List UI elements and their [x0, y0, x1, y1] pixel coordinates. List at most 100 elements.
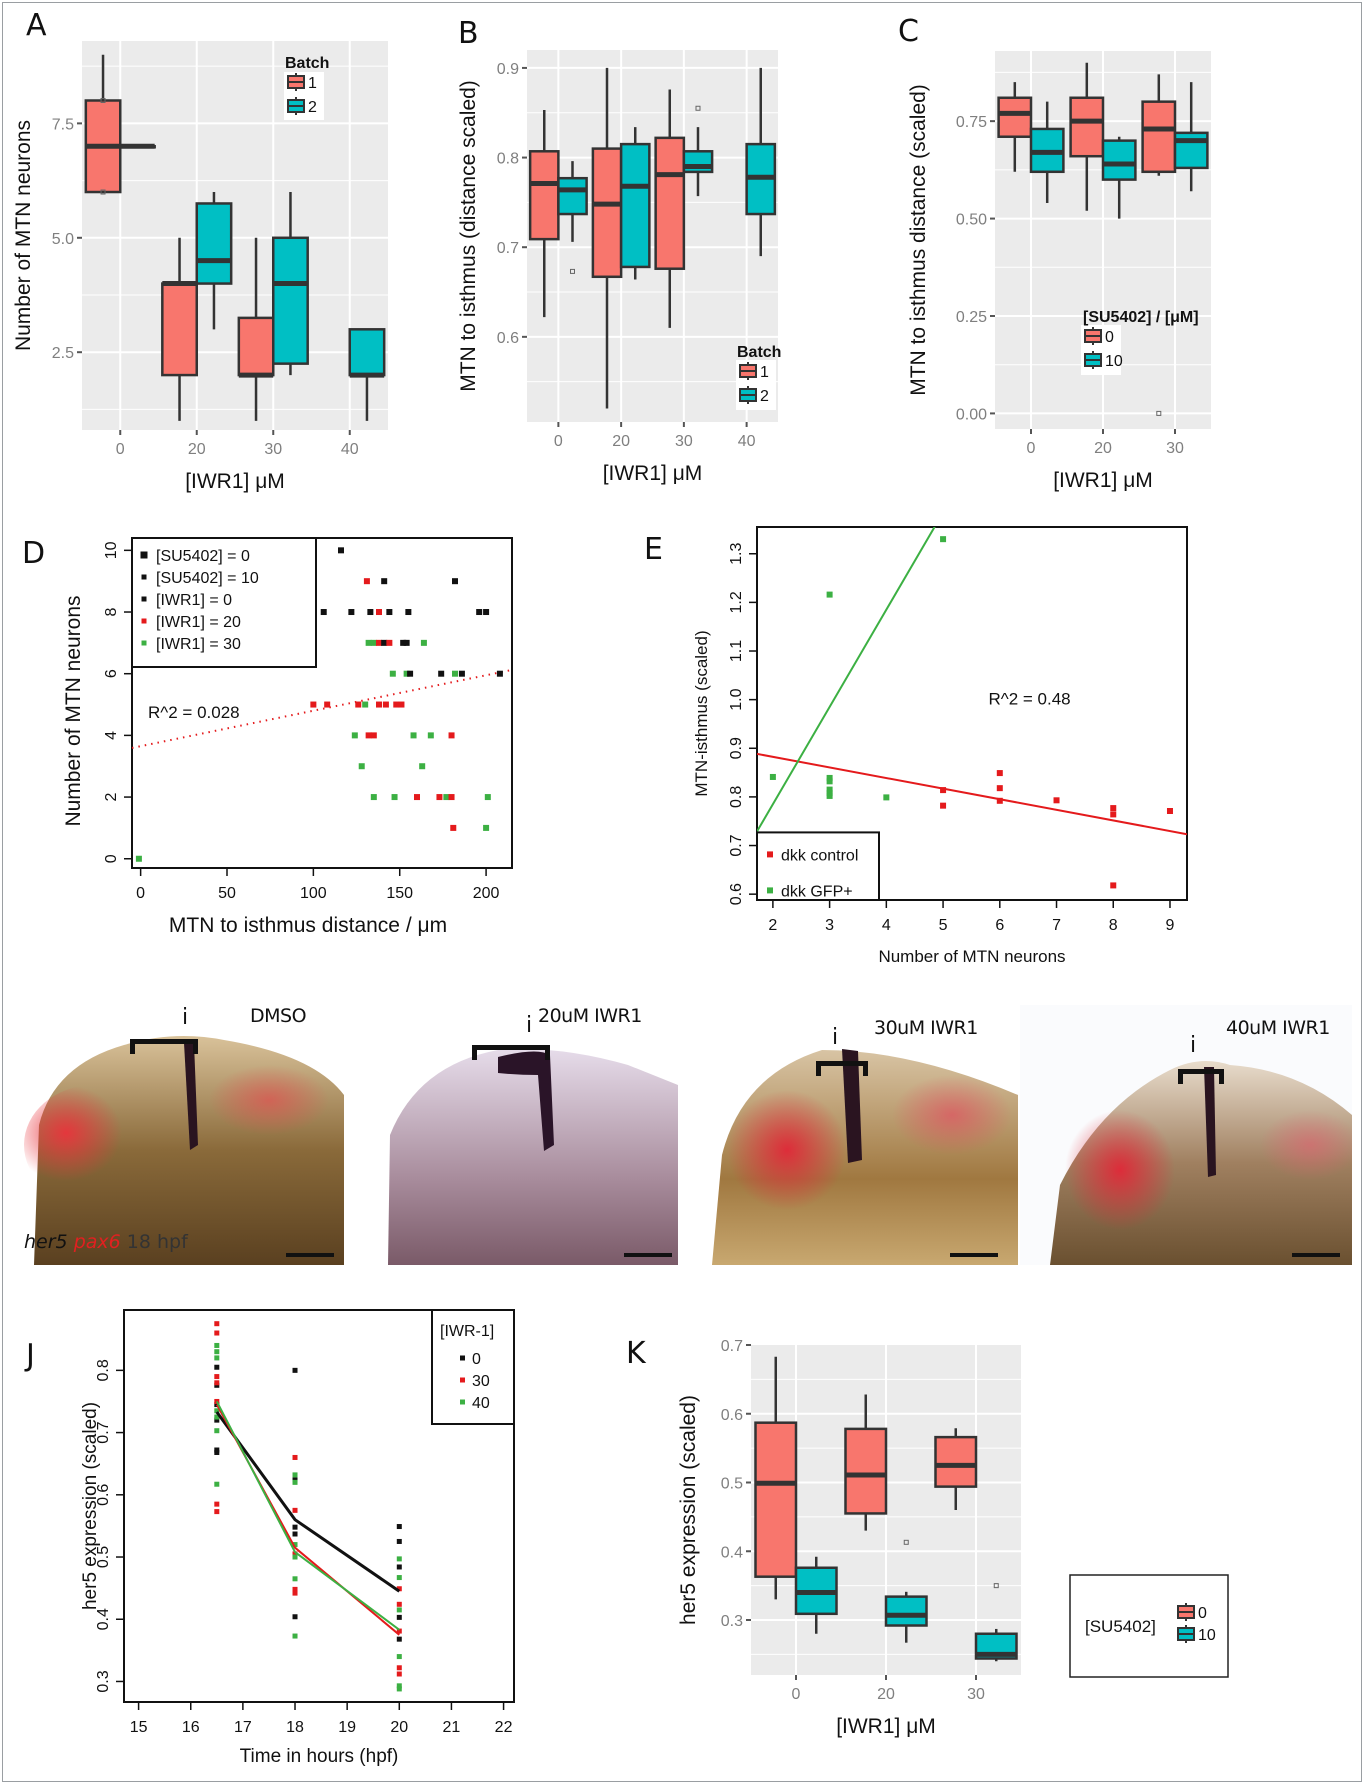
data-point: [448, 732, 455, 739]
data-point: [214, 1355, 220, 1361]
photo-f-dmso: i DMSO her5 pax6 18 hpf: [14, 1005, 344, 1265]
data-point: [214, 1380, 220, 1386]
y-tick-label: 0.4: [721, 1544, 743, 1561]
legend-marker: [460, 1377, 465, 1383]
data-point: [483, 824, 490, 831]
stain-pax6: pax6: [73, 1231, 121, 1253]
data-point: [292, 1590, 298, 1596]
x-tick-label: 5: [939, 917, 948, 934]
data-point: [1110, 811, 1117, 818]
legend-title: [SU5402]: [1085, 1617, 1156, 1636]
y-tick-label: 8: [103, 607, 120, 616]
data-point: [338, 547, 344, 554]
chart-j-group: [116, 1309, 515, 1710]
embryo-h-illustration: [712, 1049, 1018, 1265]
y-tick-label: 6: [103, 669, 120, 678]
legend-entry-label: 1: [760, 364, 769, 381]
y-axis-label: MTN to isthmus distance (scaled): [907, 84, 930, 396]
data-point: [324, 701, 331, 708]
stain-her5: her5: [24, 1231, 68, 1253]
data-point: [410, 732, 417, 739]
data-point: [940, 787, 947, 794]
x-tick-label: 22: [495, 1719, 513, 1736]
data-point: [292, 1586, 298, 1592]
data-point: [405, 609, 412, 616]
legend-entry-label: [IWR1] = 20: [156, 614, 241, 631]
x-tick-label: 16: [182, 1719, 200, 1736]
x-tick-label: 18: [286, 1719, 304, 1736]
x-tick-label: 200: [473, 885, 500, 902]
data-point: [214, 1428, 220, 1434]
embryo-g-illustration: [388, 1049, 678, 1265]
chart-k-group: [746, 1344, 1229, 1680]
data-point: [883, 794, 890, 801]
data-point: [214, 1374, 220, 1380]
data-point: [438, 670, 445, 677]
regression-line: [757, 527, 936, 832]
data-point: [769, 773, 776, 780]
data-point: [348, 609, 355, 616]
x-tick-label: 3: [825, 917, 834, 934]
y-tick-label: 0: [103, 854, 120, 863]
data-point: [355, 701, 362, 708]
chart-d-group: [124, 537, 513, 876]
y-tick-label: 0.7: [497, 240, 519, 257]
x-tick-label: 4: [882, 917, 891, 934]
box: [997, 96, 1033, 138]
y-tick-label: 0.3: [721, 1613, 743, 1630]
data-point: [292, 1576, 298, 1582]
y-tick-label: 1.1: [728, 640, 745, 662]
box: [884, 1595, 928, 1627]
condition-label: DMSO: [250, 1005, 307, 1027]
box: [557, 176, 588, 216]
y-tick-label: 1.3: [728, 543, 745, 565]
data-point: [996, 797, 1003, 804]
y-tick-label: 0.3: [95, 1670, 112, 1692]
stain-legend: her5 pax6 18 hpf: [24, 1231, 188, 1253]
photo-g-20um: i 20uM IWR1: [348, 1005, 678, 1265]
data-point: [320, 609, 327, 616]
data-point: [419, 763, 426, 770]
y-axis-label: Number of MTN neurons: [12, 120, 35, 351]
x-tick-label: 150: [386, 885, 413, 902]
y-tick-label: 2: [103, 793, 120, 802]
x-tick-label: 20: [877, 1686, 895, 1703]
data-point: [214, 1414, 220, 1420]
data-point: [214, 1321, 220, 1327]
data-point: [362, 701, 369, 708]
data-point: [370, 639, 377, 646]
data-point: [826, 786, 833, 793]
legend-entry-label: [SU5402] = 0: [156, 548, 250, 565]
y-tick-label: 0.00: [956, 406, 987, 423]
data-point: [386, 639, 393, 646]
legend-marker: [141, 618, 147, 624]
data-point: [358, 763, 365, 770]
data-point: [214, 1449, 220, 1455]
legend-marker: [141, 596, 147, 602]
panel-label-c: C: [898, 14, 919, 49]
y-tick-label: 2.5: [52, 345, 74, 362]
box: [934, 1435, 978, 1488]
data-point: [292, 1524, 298, 1530]
data-point: [396, 1601, 402, 1607]
r-squared-annotation: R^2 = 0.028: [148, 703, 240, 722]
box: [348, 328, 386, 377]
data-point: [370, 794, 377, 801]
legend-title: Batch: [737, 344, 781, 361]
legend-entry-label: 0: [1105, 329, 1114, 346]
x-tick-label: 21: [443, 1719, 461, 1736]
data-point: [826, 792, 833, 799]
data-point: [292, 1542, 298, 1548]
x-tick-label: 8: [1109, 917, 1118, 934]
data-point: [381, 578, 388, 585]
legend-marker: [767, 851, 773, 858]
chart-b-group: [522, 50, 778, 427]
data-point: [214, 1364, 220, 1370]
photo-h-30um: i 30uM IWR1: [682, 1005, 1018, 1265]
legend-entry-label: 2: [308, 99, 317, 116]
legend-marker: [460, 1399, 465, 1405]
data-point: [996, 770, 1003, 777]
data-point: [420, 639, 427, 646]
panel-label-e: E: [644, 532, 663, 567]
x-tick-label: 17: [234, 1719, 252, 1736]
